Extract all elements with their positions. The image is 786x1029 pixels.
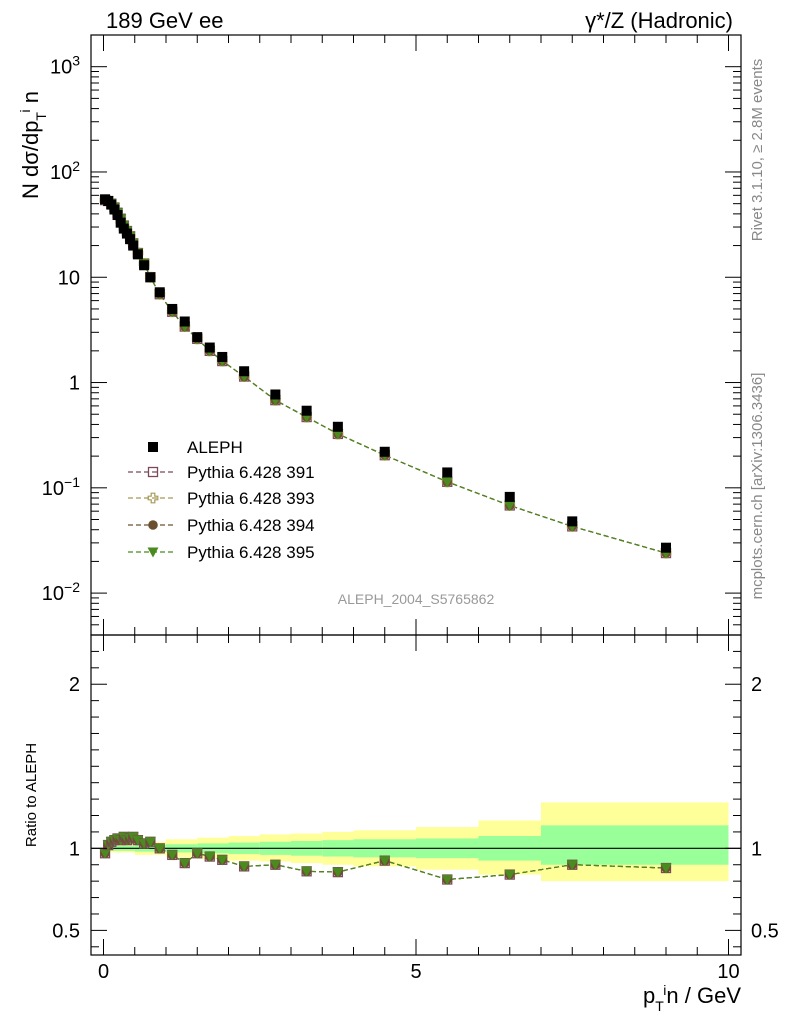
ratio-y-axis-label: Ratio to ALEPH	[23, 743, 40, 847]
aleph-point	[332, 421, 343, 432]
ratio-point-395	[566, 860, 578, 871]
ratio-series-group	[99, 831, 672, 886]
legend-marker-aleph	[148, 442, 158, 452]
legend-label: Pythia 6.428 393	[187, 489, 315, 508]
legend-marker	[147, 547, 159, 558]
aleph-point	[204, 342, 215, 353]
main-y-tick-label: 103	[50, 53, 80, 79]
ratio-y-tick-label-left: 2	[69, 674, 80, 696]
aleph-point	[192, 332, 203, 343]
side-label-mcplots: mcplots.cern.ch [arXiv:1306.3436]	[749, 373, 766, 600]
aleph-point	[504, 491, 515, 502]
analysis-tag: ALEPH_2004_S5765862	[338, 591, 495, 607]
legend: ALEPH Pythia 6.428 391 Pythia 6.428 393 Pyt…	[128, 438, 315, 562]
main-y-tick-label: 1	[69, 373, 80, 395]
main-y-tick-label: 10	[58, 267, 80, 289]
series-line-4	[104, 199, 667, 554]
ratio-point-395	[144, 837, 156, 848]
legend-marker	[147, 466, 159, 478]
aleph-point	[125, 234, 136, 245]
ratio-point-395	[301, 866, 313, 877]
ratio-point-395	[216, 855, 228, 866]
ratio-point-395	[132, 835, 144, 846]
aleph-point	[121, 228, 132, 239]
ratio-point-395	[166, 850, 178, 861]
aleph-point	[301, 405, 312, 416]
aleph-point	[179, 316, 190, 327]
aleph-point	[132, 249, 143, 260]
ratio-point-395	[660, 863, 672, 874]
side-label-rivet: Rivet 3.1.10, ≥ 2.8M events	[749, 59, 766, 242]
main-series-group	[99, 194, 672, 559]
series-4-point	[504, 500, 516, 511]
ratio-y-tick-label-right: 2	[751, 674, 762, 696]
aleph-point	[239, 366, 250, 377]
x-tick-label: 5	[410, 961, 421, 983]
legend-label: Pythia 6.428 395	[187, 543, 315, 562]
aleph-point	[112, 210, 123, 221]
ratio-y-tick-label-left: 0.5	[52, 920, 80, 942]
ratio-point-395	[191, 848, 203, 859]
ratio-y-tick-label-right: 1	[751, 838, 762, 860]
ratio-point-395	[441, 875, 453, 886]
aleph-point	[109, 204, 120, 215]
main-y-tick-label: 10−1	[42, 474, 80, 500]
ratio-point-395	[379, 856, 391, 867]
ratio-y-tick-label-right: 0.5	[751, 920, 779, 942]
aleph-point	[154, 287, 165, 298]
legend-marker	[147, 492, 159, 504]
series-4-point	[441, 477, 453, 488]
aleph-point	[379, 446, 390, 457]
aleph-point	[145, 272, 156, 283]
main-y-axis-label: N dσ/dpTi n	[17, 91, 49, 199]
ratio-y-tick-label-left: 1	[69, 838, 80, 860]
aleph-point	[217, 351, 228, 362]
aleph-point	[270, 389, 281, 400]
aleph-point	[567, 516, 578, 527]
ratio-point-395	[238, 861, 250, 872]
ratio-line-4	[104, 835, 667, 881]
aleph-point	[115, 217, 126, 228]
ratio-point-395	[204, 852, 216, 863]
ratio-point-395	[504, 870, 516, 881]
aleph-point	[442, 467, 453, 478]
series-4-point	[332, 429, 344, 440]
legend-marker	[148, 520, 158, 530]
ratio-uncertainty-bands	[103, 802, 729, 882]
x-tick-label: 10	[717, 961, 739, 983]
x-tick-label: 0	[98, 961, 109, 983]
aleph-point	[167, 303, 178, 314]
aleph-point	[661, 542, 671, 553]
axes-ticks	[91, 34, 741, 955]
ratio-point-395	[269, 860, 281, 871]
band-green	[541, 825, 729, 865]
legend-label: ALEPH	[187, 438, 243, 457]
legend-label: Pythia 6.428 391	[187, 463, 315, 482]
ratio-point-395	[179, 858, 191, 869]
x-axis-label: pTin / GeV	[643, 982, 741, 1014]
ratio-point-395	[332, 867, 344, 878]
header-left: 189 GeV ee	[106, 8, 223, 33]
ratio-point-395	[154, 843, 166, 854]
main-y-tick-label: 10−2	[42, 579, 80, 605]
legend-label: Pythia 6.428 394	[187, 516, 315, 535]
y-tick-labels: 10−2 10−1 1 10 102 103 0.5 0.5 1 1 2 2 0 5 10	[42, 53, 779, 983]
ratio-panel-frame	[90, 634, 742, 956]
ratio-point-395	[99, 848, 111, 859]
aleph-point	[128, 240, 139, 251]
header-right: γ*/Z (Hadronic)	[585, 8, 733, 33]
main-y-tick-label: 102	[50, 158, 80, 184]
aleph-point	[139, 260, 150, 271]
